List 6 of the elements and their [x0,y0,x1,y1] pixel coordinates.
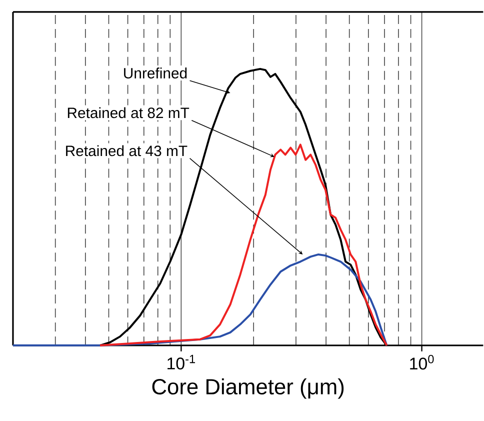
annotation: Unrefined [124,67,187,78]
x-axis-title: Core Diameter (μm) [152,378,344,399]
annotation: Retained at 43 mT [66,145,188,156]
annotation: Retained at 82 mT [68,107,190,118]
x-tick-label: 10$^{0}$ [410,354,434,370]
x-tick-label: 10$^{-1}$ [168,354,196,370]
